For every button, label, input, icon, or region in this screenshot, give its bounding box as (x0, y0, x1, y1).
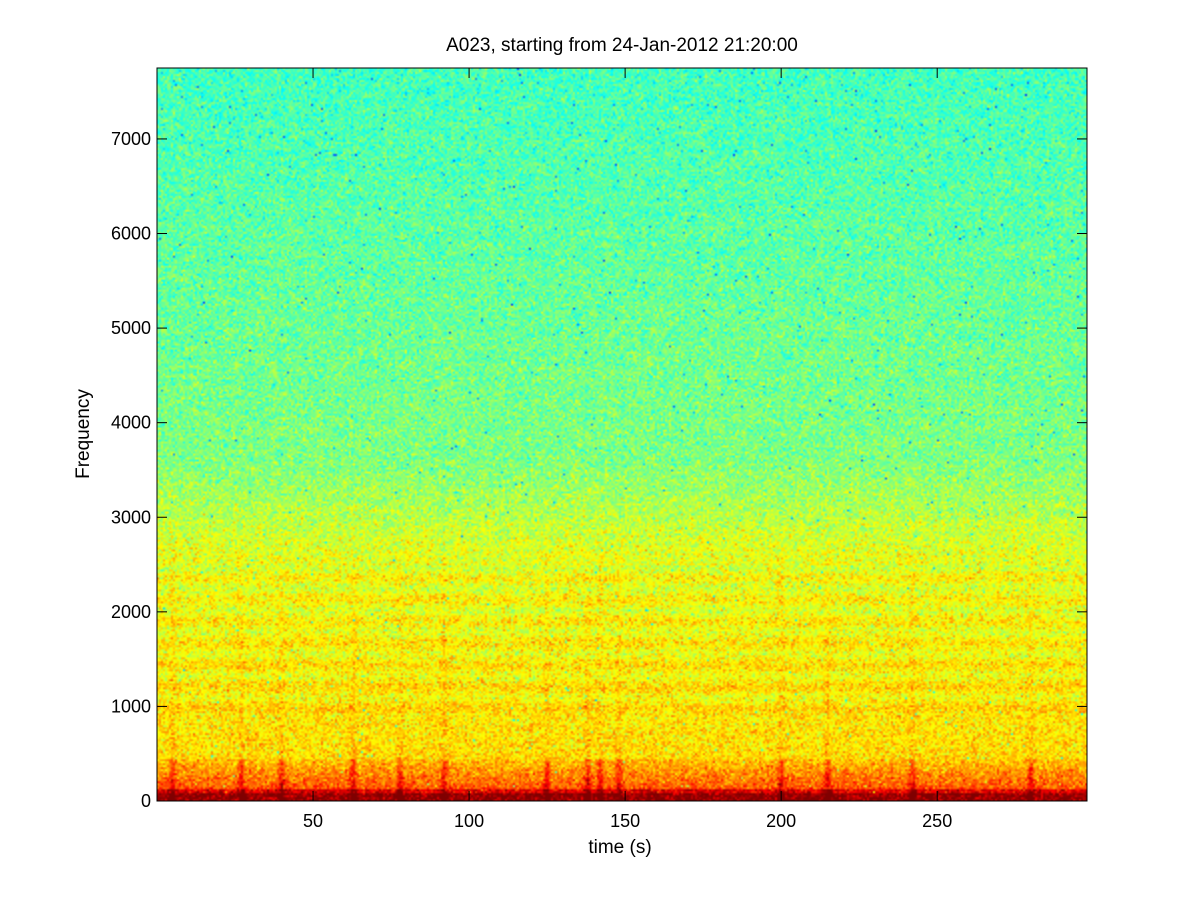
x-tick-label: 50 (303, 811, 323, 831)
x-tick-label: 200 (766, 811, 796, 831)
plot-frame (156, 67, 1088, 802)
y-tick-label: 3000 (111, 507, 151, 527)
spectrogram-image (157, 68, 1087, 801)
y-tick-label: 6000 (111, 224, 151, 244)
x-tick-label: 150 (610, 811, 640, 831)
y-tick-label: 2000 (111, 602, 151, 622)
y-tick-label: 7000 (111, 129, 151, 149)
y-tick-label: 0 (141, 791, 151, 811)
x-axis-title: time (s) (588, 837, 651, 858)
y-axis-title: Frequency (73, 389, 94, 479)
x-tick-label: 250 (922, 811, 952, 831)
y-tick-label: 4000 (111, 413, 151, 433)
y-axis-ticks: 0 1000 2000 3000 4000 5000 6000 7000 (111, 129, 1087, 811)
chart-title: A023, starting from 24-Jan-2012 21:20:00 (446, 35, 798, 56)
y-tick-label: 1000 (111, 696, 151, 716)
x-axis-ticks: 50 100 150 200 250 (303, 68, 952, 831)
x-tick-label: 100 (454, 811, 484, 831)
y-tick-label: 5000 (111, 318, 151, 338)
